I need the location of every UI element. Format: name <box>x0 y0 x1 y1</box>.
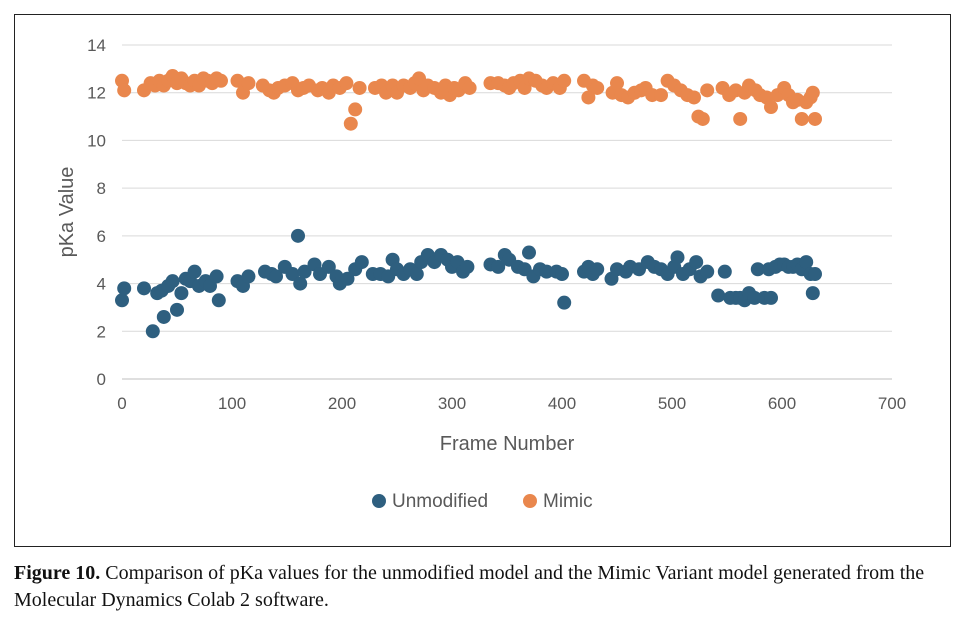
data-point <box>230 73 245 88</box>
scatter-chart: 0 2 4 6 8 10 12 14 0 100 200 300 400 500 600 700 Frame… <box>56 36 906 512</box>
data-point <box>689 255 704 270</box>
data-point <box>555 267 569 282</box>
y-tick-label: 8 <box>97 179 106 198</box>
data-point <box>117 281 132 296</box>
data-point <box>137 281 151 296</box>
data-point <box>297 264 312 279</box>
data-point <box>460 259 475 274</box>
x-tick-label: 600 <box>768 394 796 413</box>
data-point <box>409 267 424 282</box>
legend: Unmodified Mimic <box>372 491 593 512</box>
y-tick-label: 12 <box>87 84 106 103</box>
data-point <box>557 295 572 310</box>
data-point <box>805 286 820 301</box>
legend-marker <box>523 494 537 508</box>
data-point <box>700 83 715 98</box>
data-point <box>717 264 732 279</box>
y-tick-label: 14 <box>87 36 106 55</box>
data-point <box>808 267 822 282</box>
data-point <box>805 85 820 100</box>
data-point <box>747 290 762 305</box>
data-point <box>654 88 668 103</box>
data-point <box>764 100 778 115</box>
data-point <box>590 80 605 95</box>
data-point <box>187 264 202 279</box>
series-mimic <box>115 69 822 131</box>
data-point <box>610 76 624 91</box>
caption-text: Comparison of pKa values for the unmodif… <box>14 562 925 611</box>
data-point <box>750 262 765 277</box>
x-axis-title: Frame Number <box>440 433 575 455</box>
series-unmodified <box>115 228 822 339</box>
data-point <box>711 288 726 303</box>
y-axis-ticks: 0 2 4 6 8 10 12 14 <box>87 36 106 389</box>
data-point <box>354 255 369 270</box>
data-point <box>733 111 748 126</box>
x-axis-ticks: 0 100 200 300 400 500 600 700 <box>117 394 906 413</box>
data-point <box>700 264 715 279</box>
data-point <box>343 116 358 131</box>
data-point <box>764 290 778 305</box>
data-point <box>462 80 477 95</box>
figure-caption: Figure 10. Comparison of pKa values for … <box>14 560 964 614</box>
x-tick-label: 200 <box>328 394 356 413</box>
y-tick-label: 2 <box>97 322 106 341</box>
data-point <box>211 293 226 308</box>
data-point <box>145 324 160 339</box>
x-tick-label: 500 <box>658 394 686 413</box>
data-points <box>115 69 822 339</box>
legend-label: Mimic <box>543 491 593 512</box>
data-point <box>156 309 171 324</box>
data-point <box>808 111 822 126</box>
data-point <box>170 302 184 317</box>
data-point <box>557 73 572 88</box>
data-point <box>174 286 189 301</box>
x-tick-label: 300 <box>438 394 466 413</box>
data-point <box>214 73 228 88</box>
chart-frame: 0 2 4 6 8 10 12 14 0 100 200 300 400 500 600 700 Frame… <box>14 14 951 547</box>
data-point <box>799 255 814 270</box>
data-point <box>491 259 506 274</box>
data-point <box>241 269 256 284</box>
x-tick-label: 100 <box>218 394 246 413</box>
data-point <box>352 80 367 95</box>
data-point <box>269 269 283 284</box>
caption-label: Figure 10. <box>14 562 101 584</box>
data-point <box>241 76 256 91</box>
data-point <box>340 271 355 286</box>
y-tick-label: 10 <box>87 131 106 150</box>
data-point <box>539 264 554 279</box>
data-point <box>794 111 809 126</box>
data-point <box>581 90 596 105</box>
y-tick-label: 0 <box>97 370 106 389</box>
data-point <box>285 267 300 282</box>
legend-label: Unmodified <box>392 491 488 512</box>
x-tick-label: 0 <box>117 394 126 413</box>
data-point <box>670 250 685 265</box>
data-point <box>321 259 336 274</box>
y-tick-label: 6 <box>97 227 106 246</box>
data-point <box>293 276 308 291</box>
x-tick-label: 700 <box>878 394 906 413</box>
legend-marker <box>372 494 386 508</box>
y-tick-label: 4 <box>97 275 106 294</box>
data-point <box>209 269 224 284</box>
data-point <box>339 76 354 91</box>
data-point <box>117 83 132 98</box>
gridlines <box>122 44 892 380</box>
data-point <box>115 293 129 308</box>
data-point <box>695 111 710 126</box>
data-point <box>590 262 605 277</box>
data-point <box>522 245 536 260</box>
data-point <box>291 228 305 243</box>
x-tick-label: 400 <box>548 394 576 413</box>
data-point <box>348 102 363 117</box>
data-point <box>165 274 180 289</box>
y-axis-title: pKa Value <box>56 167 78 258</box>
data-point <box>687 90 701 105</box>
